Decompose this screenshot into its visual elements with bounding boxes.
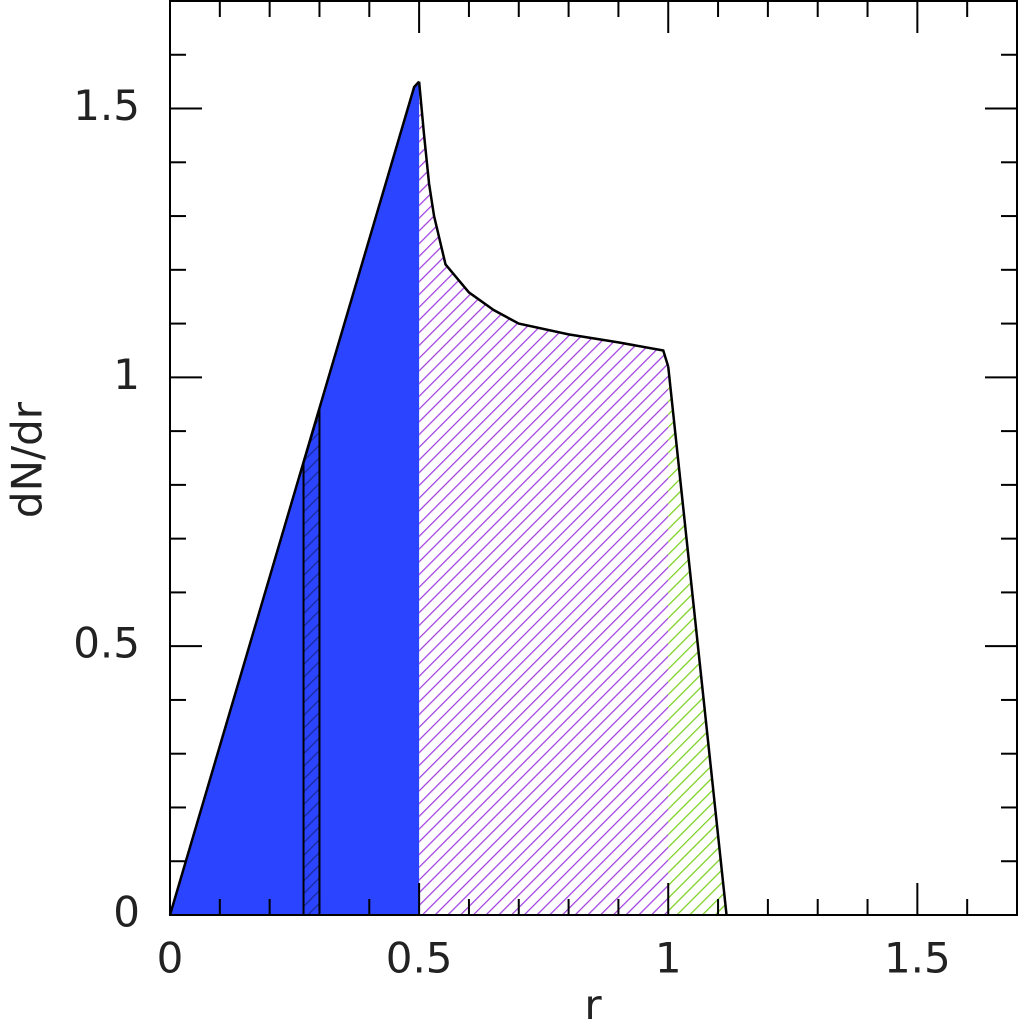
- y-axis-label: dN/dr: [3, 401, 52, 518]
- y-tick-label: 0.5: [73, 619, 140, 668]
- y-tick-label: 1: [113, 350, 140, 399]
- x-tick-label: 1: [655, 934, 682, 983]
- y-tick-label: 1.5: [73, 81, 140, 130]
- area: [419, 81, 669, 916]
- x-tick-label: 0.5: [386, 934, 453, 983]
- plot-frame: [169, 0, 1018, 916]
- outline: [417, 81, 670, 367]
- outline: [168, 80, 421, 916]
- x-tick-label: 0: [157, 934, 184, 983]
- x-axis-label: r: [584, 981, 602, 1019]
- y-tick-label: 0: [113, 888, 140, 937]
- area: [302, 409, 321, 916]
- outline: [666, 366, 728, 916]
- x-tick-label: 1.5: [884, 934, 951, 983]
